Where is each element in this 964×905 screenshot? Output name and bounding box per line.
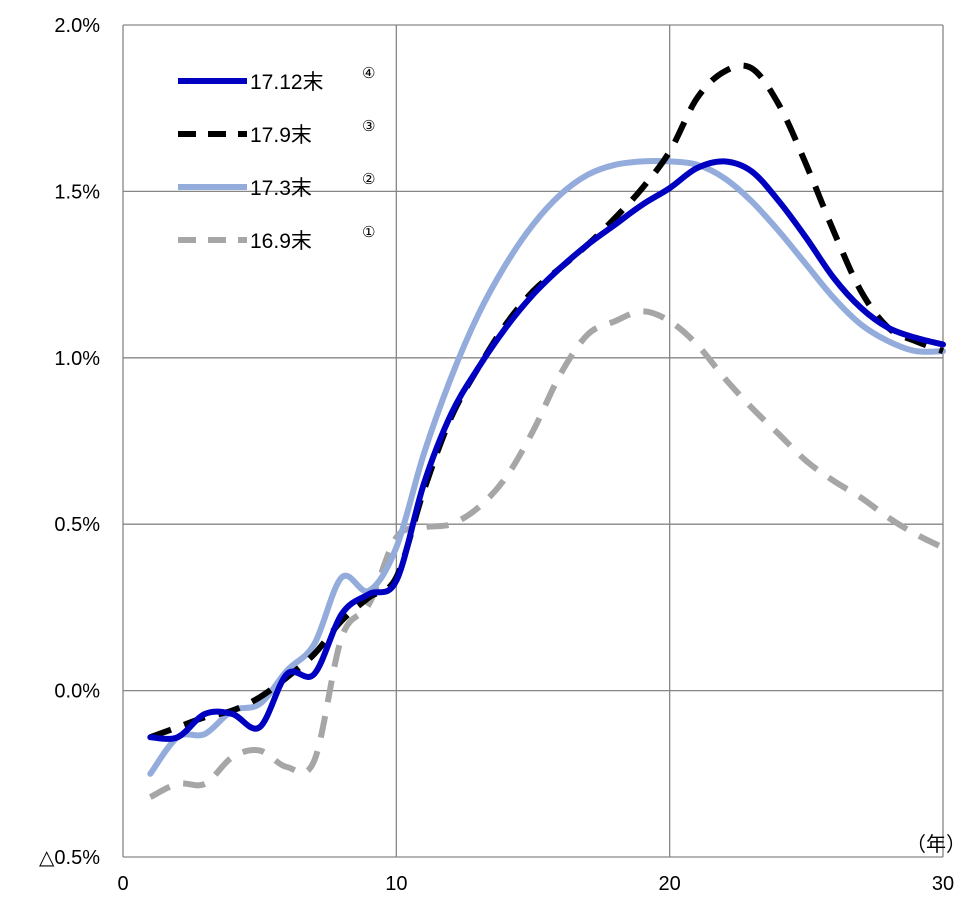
y-tick-label: 0.0% bbox=[54, 681, 100, 703]
x-axis-unit-label: （年） bbox=[906, 833, 964, 856]
y-tick-label: 1.0% bbox=[54, 348, 100, 370]
legend-label: 17.3末 bbox=[250, 177, 312, 200]
series-line-1 bbox=[147, 158, 946, 742]
axes: △0.5% 0.0% 0.5% 1.0% 1.5% 2.0% 0 10 20 30 bbox=[39, 15, 954, 895]
x-tick-label: 10 bbox=[385, 873, 407, 895]
legend-label: 17.12末 bbox=[250, 71, 324, 94]
y-tick-label: △0.5% bbox=[39, 847, 100, 869]
legend-label: 16.9末 bbox=[250, 230, 312, 253]
series-line-4 bbox=[148, 308, 945, 800]
y-tick-label: 0.5% bbox=[54, 514, 100, 536]
x-tick-label: 0 bbox=[117, 873, 128, 895]
legend-marker: ① bbox=[362, 224, 375, 241]
legend-marker: ③ bbox=[362, 118, 375, 135]
series-layer bbox=[147, 62, 946, 800]
grid bbox=[122, 24, 944, 858]
legend-label: 17.9末 bbox=[250, 124, 312, 147]
x-tick-label: 20 bbox=[659, 873, 681, 895]
legend-marker: ② bbox=[362, 171, 375, 188]
y-tick-label: 1.5% bbox=[54, 181, 100, 203]
legend-marker: ④ bbox=[362, 65, 375, 82]
x-tick-label: 30 bbox=[932, 873, 954, 895]
y-tick-label: 2.0% bbox=[54, 15, 100, 37]
legend: 17.12末 ④ 17.9末 ③ 17.3末 ② 16.9末 ① bbox=[178, 65, 375, 253]
